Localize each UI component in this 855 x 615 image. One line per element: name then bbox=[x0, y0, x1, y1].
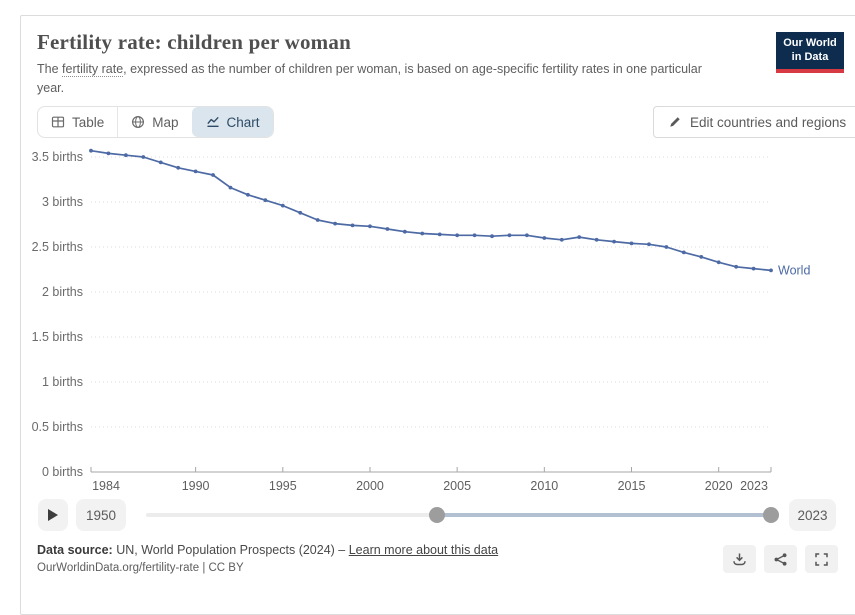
chart-subtitle: The fertility rate, expressed as the num… bbox=[37, 60, 761, 98]
chart-action-buttons bbox=[723, 545, 838, 573]
subtitle-text: The bbox=[37, 62, 63, 76]
fullscreen-button[interactable] bbox=[805, 545, 838, 573]
view-tabs: Table Map Chart bbox=[37, 106, 274, 138]
tab-map-label: Map bbox=[152, 114, 179, 130]
download-button[interactable] bbox=[723, 545, 756, 573]
fertility-rate-term-link[interactable]: fertility rate bbox=[62, 62, 124, 77]
svg-text:2000: 2000 bbox=[356, 479, 384, 493]
svg-text:2015: 2015 bbox=[618, 479, 646, 493]
svg-text:0.5 births: 0.5 births bbox=[32, 420, 83, 434]
tab-chart-label: Chart bbox=[226, 114, 260, 130]
table-icon bbox=[51, 116, 65, 128]
learn-more-link[interactable]: Learn more about this data bbox=[348, 543, 499, 557]
owid-logo-red-bar bbox=[776, 68, 844, 73]
owid-logo[interactable]: Our World in Data bbox=[776, 32, 844, 73]
download-icon bbox=[733, 553, 746, 565]
edit-countries-button[interactable]: Edit countries and regions bbox=[653, 106, 855, 138]
svg-text:2010: 2010 bbox=[530, 479, 558, 493]
svg-text:2 births: 2 births bbox=[42, 285, 83, 299]
tab-chart[interactable]: Chart bbox=[191, 107, 273, 137]
slider-handle-start[interactable] bbox=[429, 507, 446, 523]
svg-text:1990: 1990 bbox=[182, 479, 210, 493]
tab-map[interactable]: Map bbox=[117, 107, 191, 137]
edit-countries-label: Edit countries and regions bbox=[690, 114, 847, 130]
svg-text:0 births: 0 births bbox=[42, 465, 83, 479]
svg-text:1984: 1984 bbox=[92, 479, 120, 493]
page-title: Fertility rate: children per woman bbox=[37, 30, 351, 54]
data-source-label: Data source: bbox=[37, 543, 113, 557]
svg-text:2023: 2023 bbox=[740, 479, 768, 493]
svg-text:3 births: 3 births bbox=[42, 195, 83, 209]
line-chart-icon bbox=[206, 117, 219, 128]
share-icon bbox=[774, 552, 787, 566]
play-button[interactable] bbox=[38, 499, 68, 531]
slider-handle-end[interactable] bbox=[763, 507, 779, 523]
tab-table[interactable]: Table bbox=[38, 107, 117, 137]
pencil-icon bbox=[670, 117, 680, 127]
slider-track-active[interactable] bbox=[437, 513, 771, 517]
timeline-start-year-button[interactable]: 1950 bbox=[76, 499, 126, 531]
fullscreen-icon bbox=[815, 552, 828, 566]
timeline-end-year-button[interactable]: 2023 bbox=[789, 499, 836, 531]
subtitle-text-rest: , expressed as the number of children pe… bbox=[37, 62, 702, 95]
svg-text:1 births: 1 births bbox=[42, 375, 83, 389]
timeline-slider[interactable] bbox=[146, 499, 779, 531]
owid-logo-text: Our World in Data bbox=[776, 32, 844, 69]
svg-text:1995: 1995 bbox=[269, 479, 297, 493]
play-icon bbox=[48, 509, 58, 521]
chart-card: Fertility rate: children per woman The f… bbox=[20, 15, 855, 615]
attribution-text: OurWorldinData.org/fertility-rate | CC B… bbox=[37, 562, 244, 574]
svg-text:2.5 births: 2.5 births bbox=[32, 240, 83, 254]
data-source-line: Data source: UN, World Population Prospe… bbox=[37, 543, 498, 557]
svg-text:World: World bbox=[778, 263, 810, 277]
tab-table-label: Table bbox=[72, 114, 105, 130]
data-source-text: UN, World Population Prospects (2024) – bbox=[112, 543, 349, 557]
globe-icon bbox=[132, 115, 145, 129]
svg-text:2005: 2005 bbox=[443, 479, 471, 493]
svg-text:1.5 births: 1.5 births bbox=[32, 330, 83, 344]
svg-text:3.5 births: 3.5 births bbox=[32, 150, 83, 164]
fertility-chart[interactable]: 0 births 0.5 births 1 births 1.5 births 2 bi… bbox=[21, 143, 855, 501]
svg-text:2020: 2020 bbox=[705, 479, 733, 493]
share-button[interactable] bbox=[764, 545, 797, 573]
